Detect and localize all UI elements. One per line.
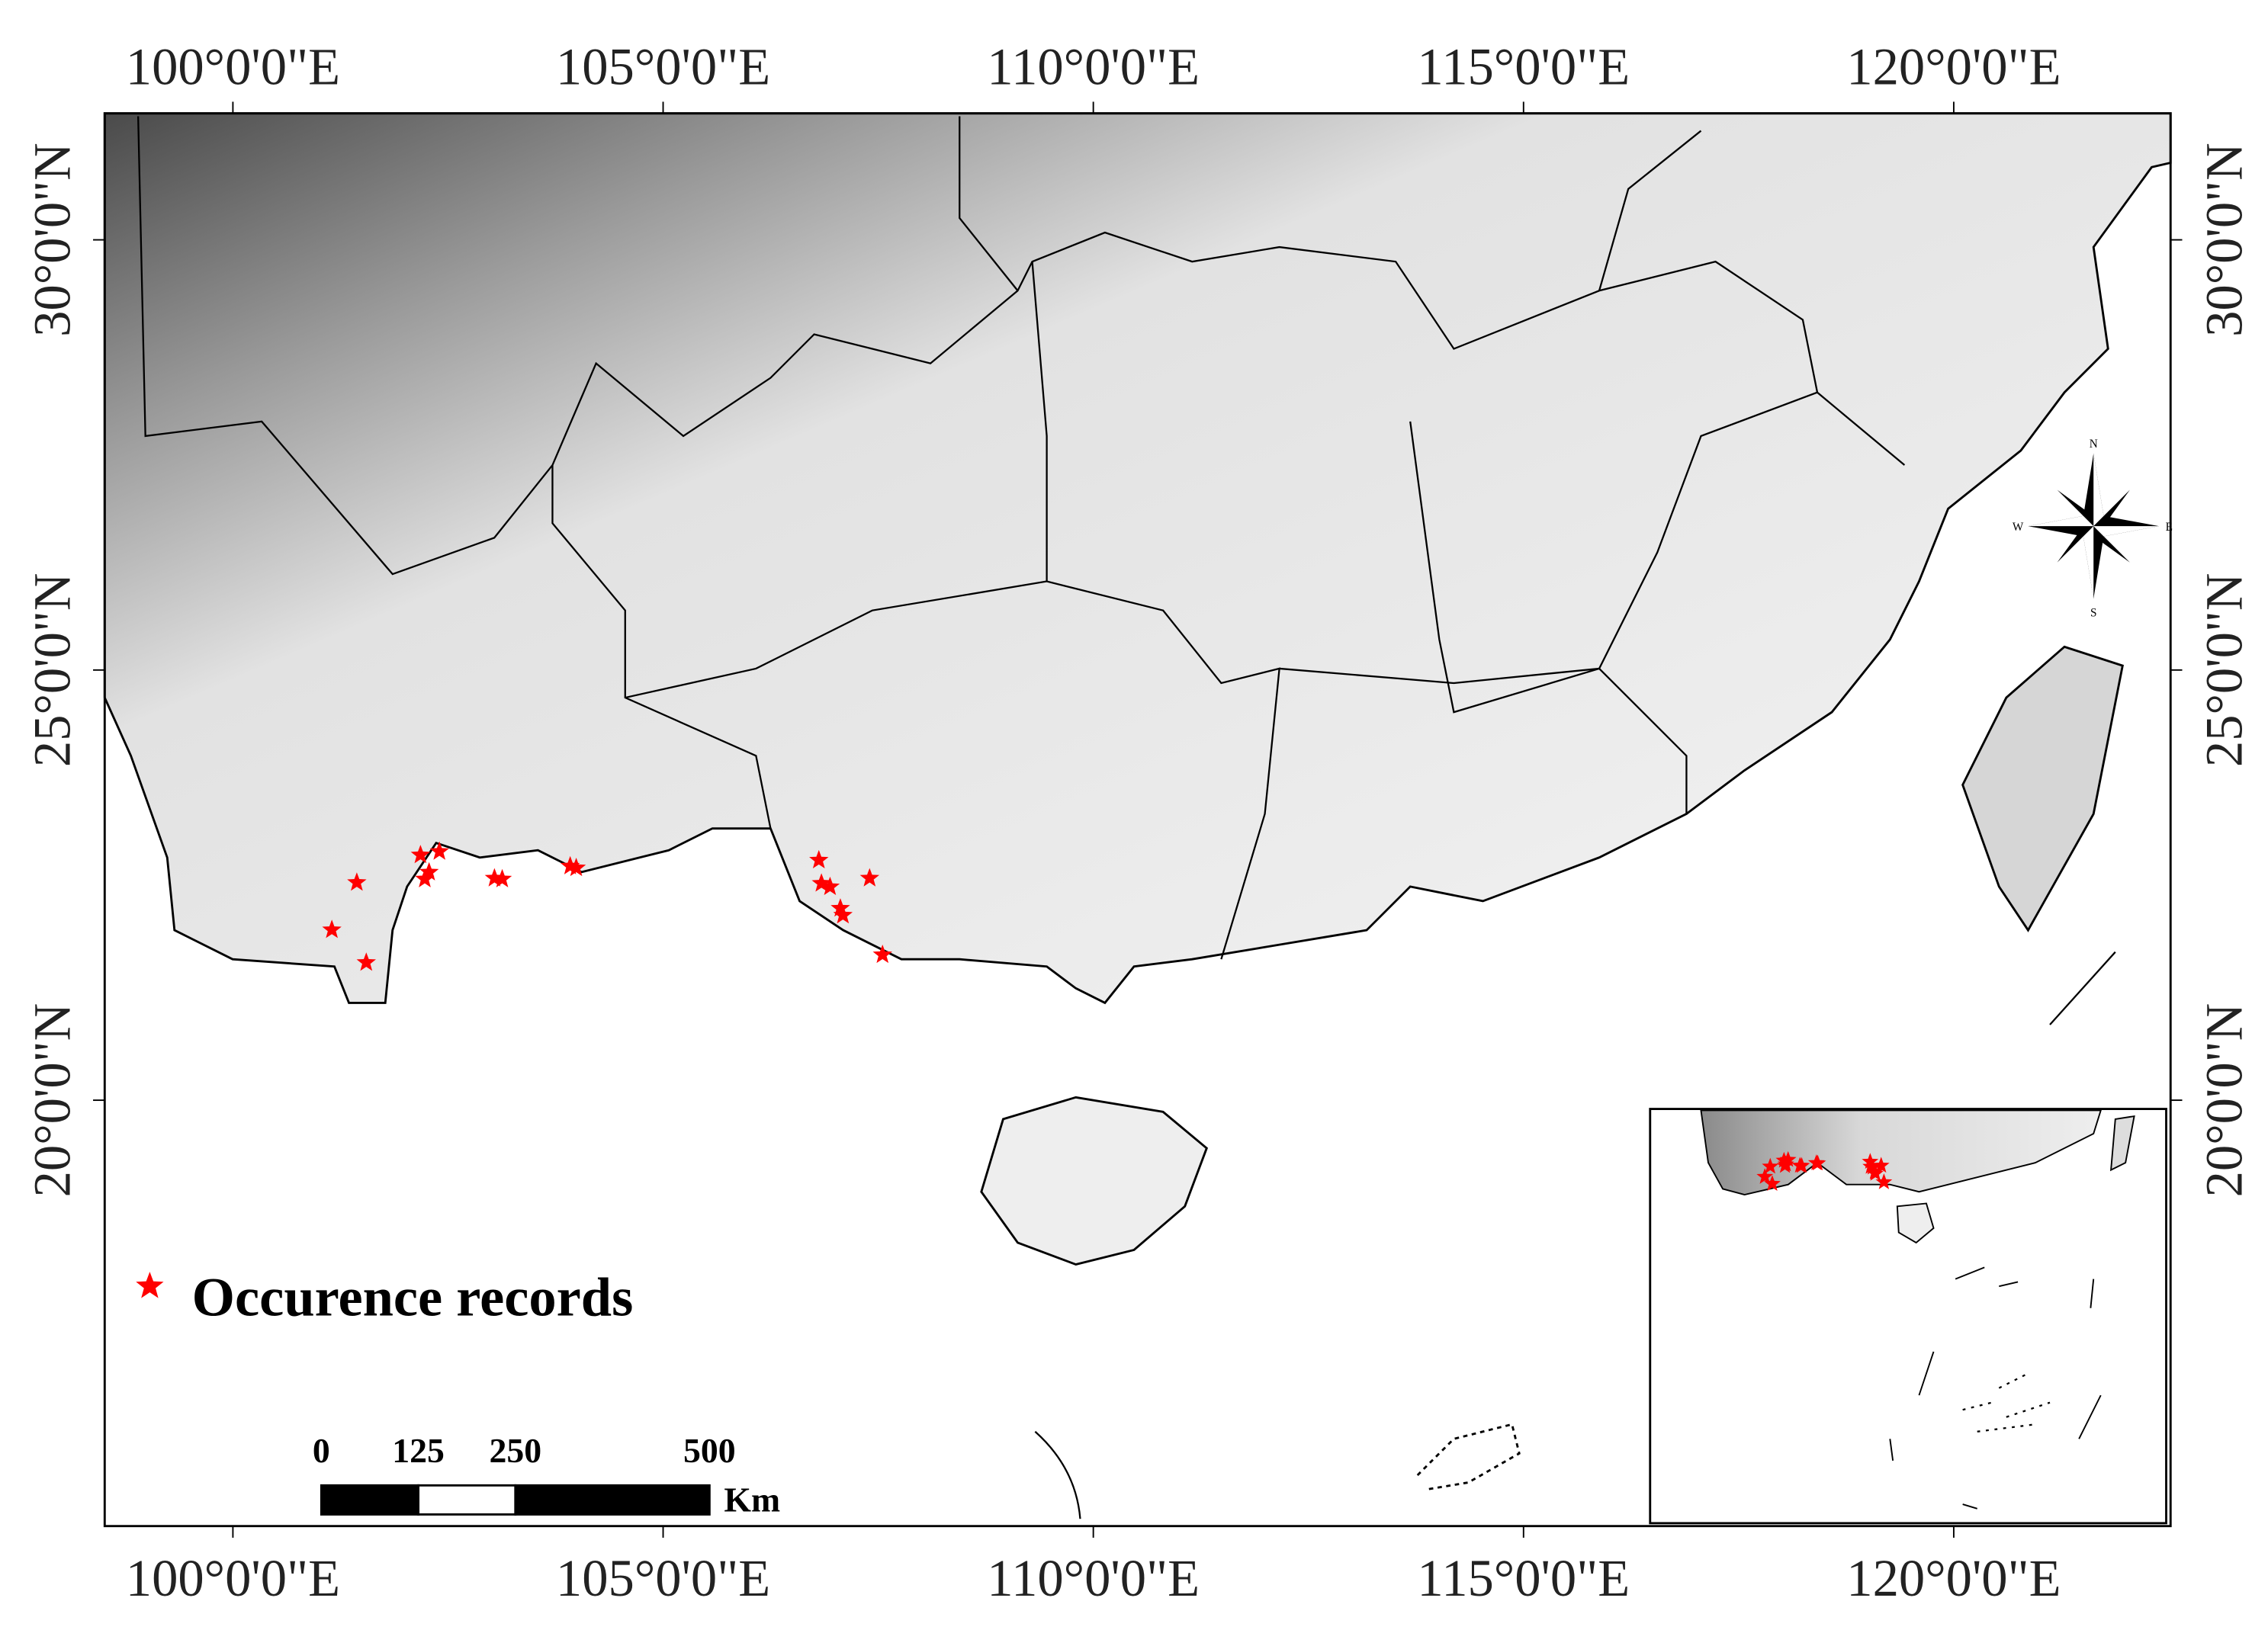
occurrence-star [859,868,880,887]
border [1031,262,1048,582]
occurrence-star [356,952,376,971]
scale-label: 500 [683,1431,736,1470]
inset-occurrence-star [1872,1157,1890,1173]
scale-label: 0 [313,1431,330,1470]
inset-occurrence-star [1756,1168,1774,1184]
border [1598,130,1702,291]
scale-segment [320,1484,420,1516]
lon-tick-label-top: 100°0'0"E [126,38,340,96]
occurrence-star [872,945,892,964]
mainland [103,112,2172,1005]
compass-w: W [2013,521,2024,534]
lat-tick-label-right: 25°0'0"N [2196,573,2254,768]
occurrence-star [809,849,829,869]
lat-tick-label-right: 30°0'0"N [2196,143,2254,337]
occurrence-star [492,868,512,887]
occurrence-star [833,905,853,924]
inset-taiwan [2109,1115,2135,1172]
scale-label: 125 [392,1431,445,1470]
legend-star [136,1272,164,1298]
legend-label: Occurence records [192,1266,634,1327]
lat-tick-label-left: 30°0'0"N [24,143,82,337]
border [959,116,1019,291]
lat-tick-label-left: 25°0'0"N [24,573,82,768]
lon-tick-label-bottom: 105°0'0"E [556,1549,770,1607]
hainan [980,1096,1209,1266]
province-borders [137,116,1906,960]
lon-tick-label-top: 105°0'0"E [556,38,770,96]
occurrence-star [410,845,431,864]
inset-occurrence-star [1809,1154,1826,1171]
island-line [2049,951,2116,1025]
inset-occurrence-star [1875,1173,1893,1189]
lon-tick-label-bottom: 115°0'0"E [1417,1549,1630,1607]
inset-islands [1889,1266,2102,1510]
lon-tick-label-bottom: 120°0'0"E [1846,1549,2061,1607]
inset [1649,1108,2167,1525]
scale-segment [514,1484,711,1516]
inset-hainan [1896,1202,1935,1244]
lon-tick-label-bottom: 110°0'0"E [987,1549,1200,1607]
lat-tick-label-right: 20°0'0"N [2196,1003,2254,1198]
occurrence-star [811,873,831,892]
lon-tick-label-bottom: 100°0'0"E [126,1549,340,1607]
inset-occurrence-star [1779,1150,1797,1167]
border [625,580,1280,960]
border [551,465,772,829]
inset-mainland [1700,1109,2103,1196]
occurrence-star [429,841,449,860]
inset-occurrence-star [1793,1157,1810,1173]
occurrence-star [566,858,586,877]
occurrence-star [820,876,840,896]
inset-occurrence-star [1867,1164,1884,1181]
lat-tick-label-left: 20°0'0"N [24,1003,82,1198]
scale-unit: Km [724,1481,780,1519]
border [137,116,1819,576]
occurrence-star [419,862,439,881]
lon-tick-label-top: 110°0'0"E [987,38,1200,96]
lon-tick-label-top: 115°0'0"E [1417,38,1630,96]
scale-segment [417,1484,517,1516]
border [1409,391,1906,714]
compass-s: S [2090,606,2096,619]
occurrence-star [347,872,367,891]
taiwan [1961,645,2124,932]
inset-occurrence-star [1762,1157,1779,1174]
inset-occurrence-star [1864,1158,1881,1175]
compass-n: N [2090,438,2098,451]
island-line [1034,1430,1081,1519]
map-frame [103,112,2172,1528]
islands [1416,1423,1521,1491]
scale-label: 250 [490,1431,542,1470]
lon-tick-label-top: 120°0'0"E [1846,38,2061,96]
occurrence-star [322,919,342,939]
inset-occurrence-star [1764,1175,1781,1192]
occurrence-star [830,898,850,917]
compass-e: E [2166,521,2173,534]
